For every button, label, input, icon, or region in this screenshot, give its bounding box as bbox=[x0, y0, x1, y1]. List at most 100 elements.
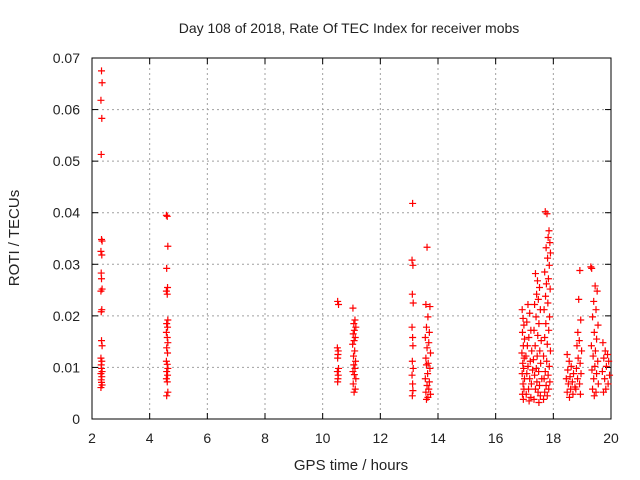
data-point bbox=[540, 352, 548, 360]
data-point bbox=[537, 337, 545, 345]
data-point bbox=[162, 328, 170, 336]
data-point bbox=[590, 375, 598, 383]
data-point bbox=[163, 290, 171, 298]
data-point bbox=[349, 368, 357, 376]
data-point bbox=[546, 239, 554, 247]
y-tick-label: 0.04 bbox=[53, 205, 80, 221]
data-point bbox=[350, 320, 358, 328]
data-point bbox=[572, 385, 580, 393]
data-point bbox=[541, 334, 549, 342]
data-point bbox=[409, 342, 417, 350]
data-point bbox=[520, 364, 528, 372]
data-point bbox=[162, 287, 170, 295]
data-point bbox=[425, 328, 433, 336]
data-point bbox=[591, 282, 599, 290]
data-point bbox=[163, 344, 171, 352]
data-point bbox=[409, 299, 417, 307]
data-point bbox=[590, 297, 598, 305]
data-point bbox=[422, 361, 430, 369]
data-point bbox=[98, 79, 106, 87]
data-point bbox=[542, 292, 550, 300]
data-point bbox=[541, 368, 549, 376]
data-point bbox=[421, 375, 429, 383]
data-point bbox=[352, 323, 360, 331]
data-point bbox=[591, 347, 599, 355]
data-point bbox=[570, 370, 578, 378]
data-point bbox=[589, 352, 597, 360]
data-point bbox=[334, 297, 342, 305]
plot-frame bbox=[91, 57, 612, 420]
data-point bbox=[542, 320, 550, 328]
data-point bbox=[164, 371, 172, 379]
data-point bbox=[533, 277, 541, 285]
data-point bbox=[527, 380, 535, 388]
data-point bbox=[574, 354, 582, 362]
x-axis-label: GPS time / hours bbox=[294, 457, 408, 474]
data-point bbox=[566, 373, 574, 381]
data-point bbox=[163, 212, 171, 220]
data-point bbox=[164, 283, 172, 291]
data-point bbox=[524, 301, 532, 309]
data-point bbox=[593, 335, 601, 343]
data-point bbox=[544, 299, 552, 307]
data-point bbox=[334, 378, 342, 386]
data-point bbox=[541, 388, 549, 396]
data-point bbox=[540, 395, 548, 403]
data-point bbox=[424, 313, 432, 321]
data-point bbox=[519, 359, 527, 367]
x-tick-label: 4 bbox=[146, 430, 154, 446]
data-point bbox=[535, 368, 543, 376]
data-point bbox=[423, 243, 431, 251]
data-point bbox=[574, 375, 582, 383]
data-point bbox=[562, 375, 570, 383]
data-point bbox=[162, 375, 170, 383]
data-point bbox=[408, 323, 416, 331]
data-point bbox=[526, 375, 534, 383]
data-point bbox=[350, 371, 358, 379]
data-point bbox=[525, 385, 533, 393]
data-point bbox=[587, 342, 595, 350]
data-point bbox=[591, 362, 599, 370]
axis-ticks: 2 4 6 8 10 12 14 16 18 20 0 0.01 0.02 0.03 0.04 0.05 0.0… bbox=[53, 50, 619, 446]
data-point bbox=[604, 380, 612, 388]
data-point bbox=[594, 380, 602, 388]
data-point bbox=[98, 67, 106, 75]
data-point bbox=[97, 308, 105, 316]
data-point bbox=[575, 295, 583, 303]
y-tick-label: 0.01 bbox=[53, 359, 80, 375]
data-point bbox=[98, 237, 106, 245]
data-point bbox=[574, 328, 582, 336]
data-point bbox=[531, 301, 539, 309]
data-point bbox=[543, 210, 551, 218]
data-point bbox=[97, 370, 105, 378]
chart-title: Day 108 of 2018, Rate Of TEC Index for r… bbox=[179, 20, 520, 36]
data-point bbox=[535, 283, 543, 291]
data-point bbox=[97, 150, 105, 158]
data-point bbox=[351, 316, 359, 324]
data-point bbox=[535, 320, 543, 328]
data-point bbox=[568, 378, 576, 386]
data-point bbox=[97, 384, 105, 392]
data-point bbox=[529, 356, 537, 364]
data-point bbox=[531, 342, 539, 350]
data-point bbox=[523, 318, 531, 326]
data-point bbox=[351, 334, 359, 342]
data-point bbox=[599, 339, 607, 347]
data-point bbox=[563, 388, 571, 396]
y-tick-label: 0.06 bbox=[53, 102, 80, 118]
data-point bbox=[350, 326, 358, 334]
data-point bbox=[531, 371, 539, 379]
data-point bbox=[601, 347, 609, 355]
data-point bbox=[576, 380, 584, 388]
data-point bbox=[530, 395, 538, 403]
x-tick-label: 20 bbox=[603, 430, 619, 446]
data-point bbox=[97, 354, 105, 362]
data-point bbox=[164, 316, 172, 324]
data-point bbox=[523, 370, 531, 378]
data-point bbox=[526, 309, 534, 317]
data-point bbox=[534, 331, 542, 339]
data-point bbox=[519, 395, 527, 403]
data-point bbox=[544, 275, 552, 283]
data-point bbox=[606, 371, 614, 379]
